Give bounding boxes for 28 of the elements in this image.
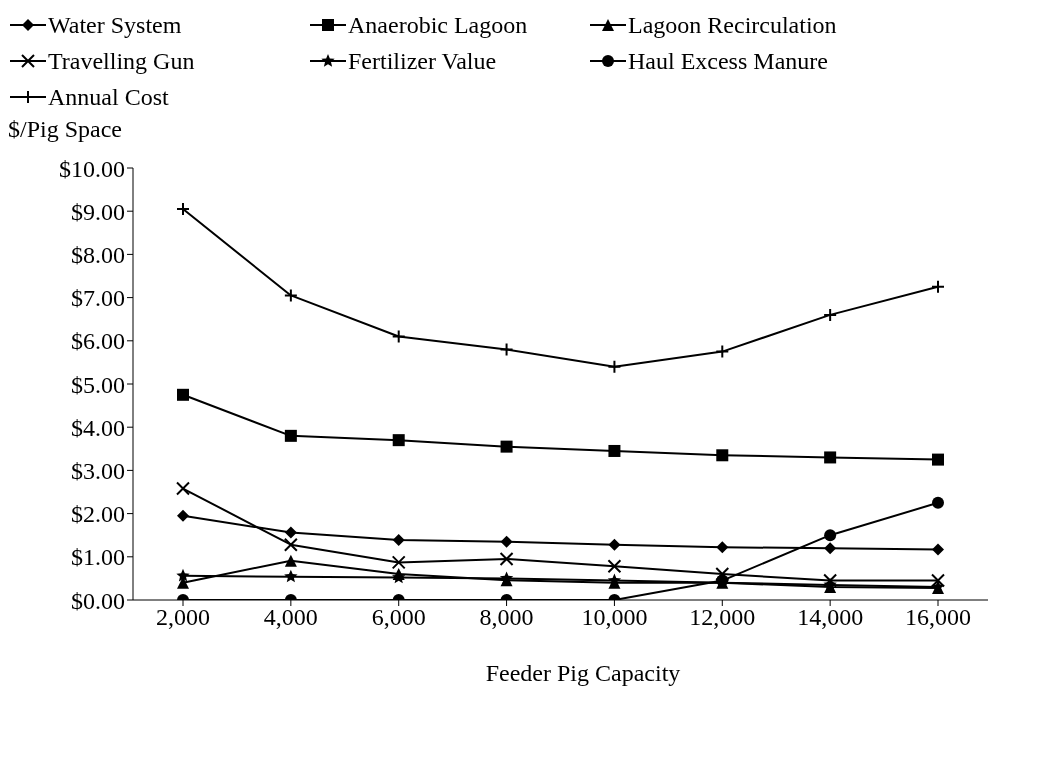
y-tick-label: $6.00 bbox=[71, 328, 125, 355]
y-tick-label: $9.00 bbox=[71, 198, 125, 225]
legend-label: Travelling Gun bbox=[48, 47, 195, 75]
legend-label: Anaerobic Lagoon bbox=[348, 11, 528, 39]
x-tick-label: 8,000 bbox=[479, 604, 534, 631]
y-tick-label: $0.00 bbox=[71, 587, 125, 614]
y-tick-label: $7.00 bbox=[71, 285, 125, 312]
x-tick-label: 2,000 bbox=[156, 604, 210, 631]
y-axis-title: $/Pig Space bbox=[8, 116, 123, 144]
x-tick-label: 12,000 bbox=[689, 604, 756, 631]
x-axis-title: Feeder Pig Capacity bbox=[484, 660, 682, 687]
y-tick-label: $4.00 bbox=[71, 414, 125, 441]
y-tick-label: $8.00 bbox=[71, 241, 125, 268]
legend-label: Water System bbox=[48, 11, 182, 39]
x-tick-label: 14,000 bbox=[797, 604, 864, 631]
legend-label: Fertilizer Value bbox=[348, 47, 497, 75]
legend-label: Haul Excess Manure bbox=[628, 47, 828, 75]
legend-label: Lagoon Recirculation bbox=[628, 11, 837, 39]
y-tick-label: $1.00 bbox=[71, 544, 125, 571]
x-tick-label: 10,000 bbox=[581, 604, 648, 631]
y-tick-label: $2.00 bbox=[71, 501, 125, 528]
x-tick-label: 4,000 bbox=[263, 604, 318, 631]
y-tick-label: $5.00 bbox=[71, 371, 125, 398]
x-tick-label: 6,000 bbox=[371, 604, 426, 631]
y-tick-label: $10.00 bbox=[59, 155, 125, 182]
y-tick-label: $3.00 bbox=[71, 457, 125, 484]
x-tick-label: 16,000 bbox=[905, 604, 971, 631]
legend-label: Annual Cost bbox=[48, 83, 169, 111]
